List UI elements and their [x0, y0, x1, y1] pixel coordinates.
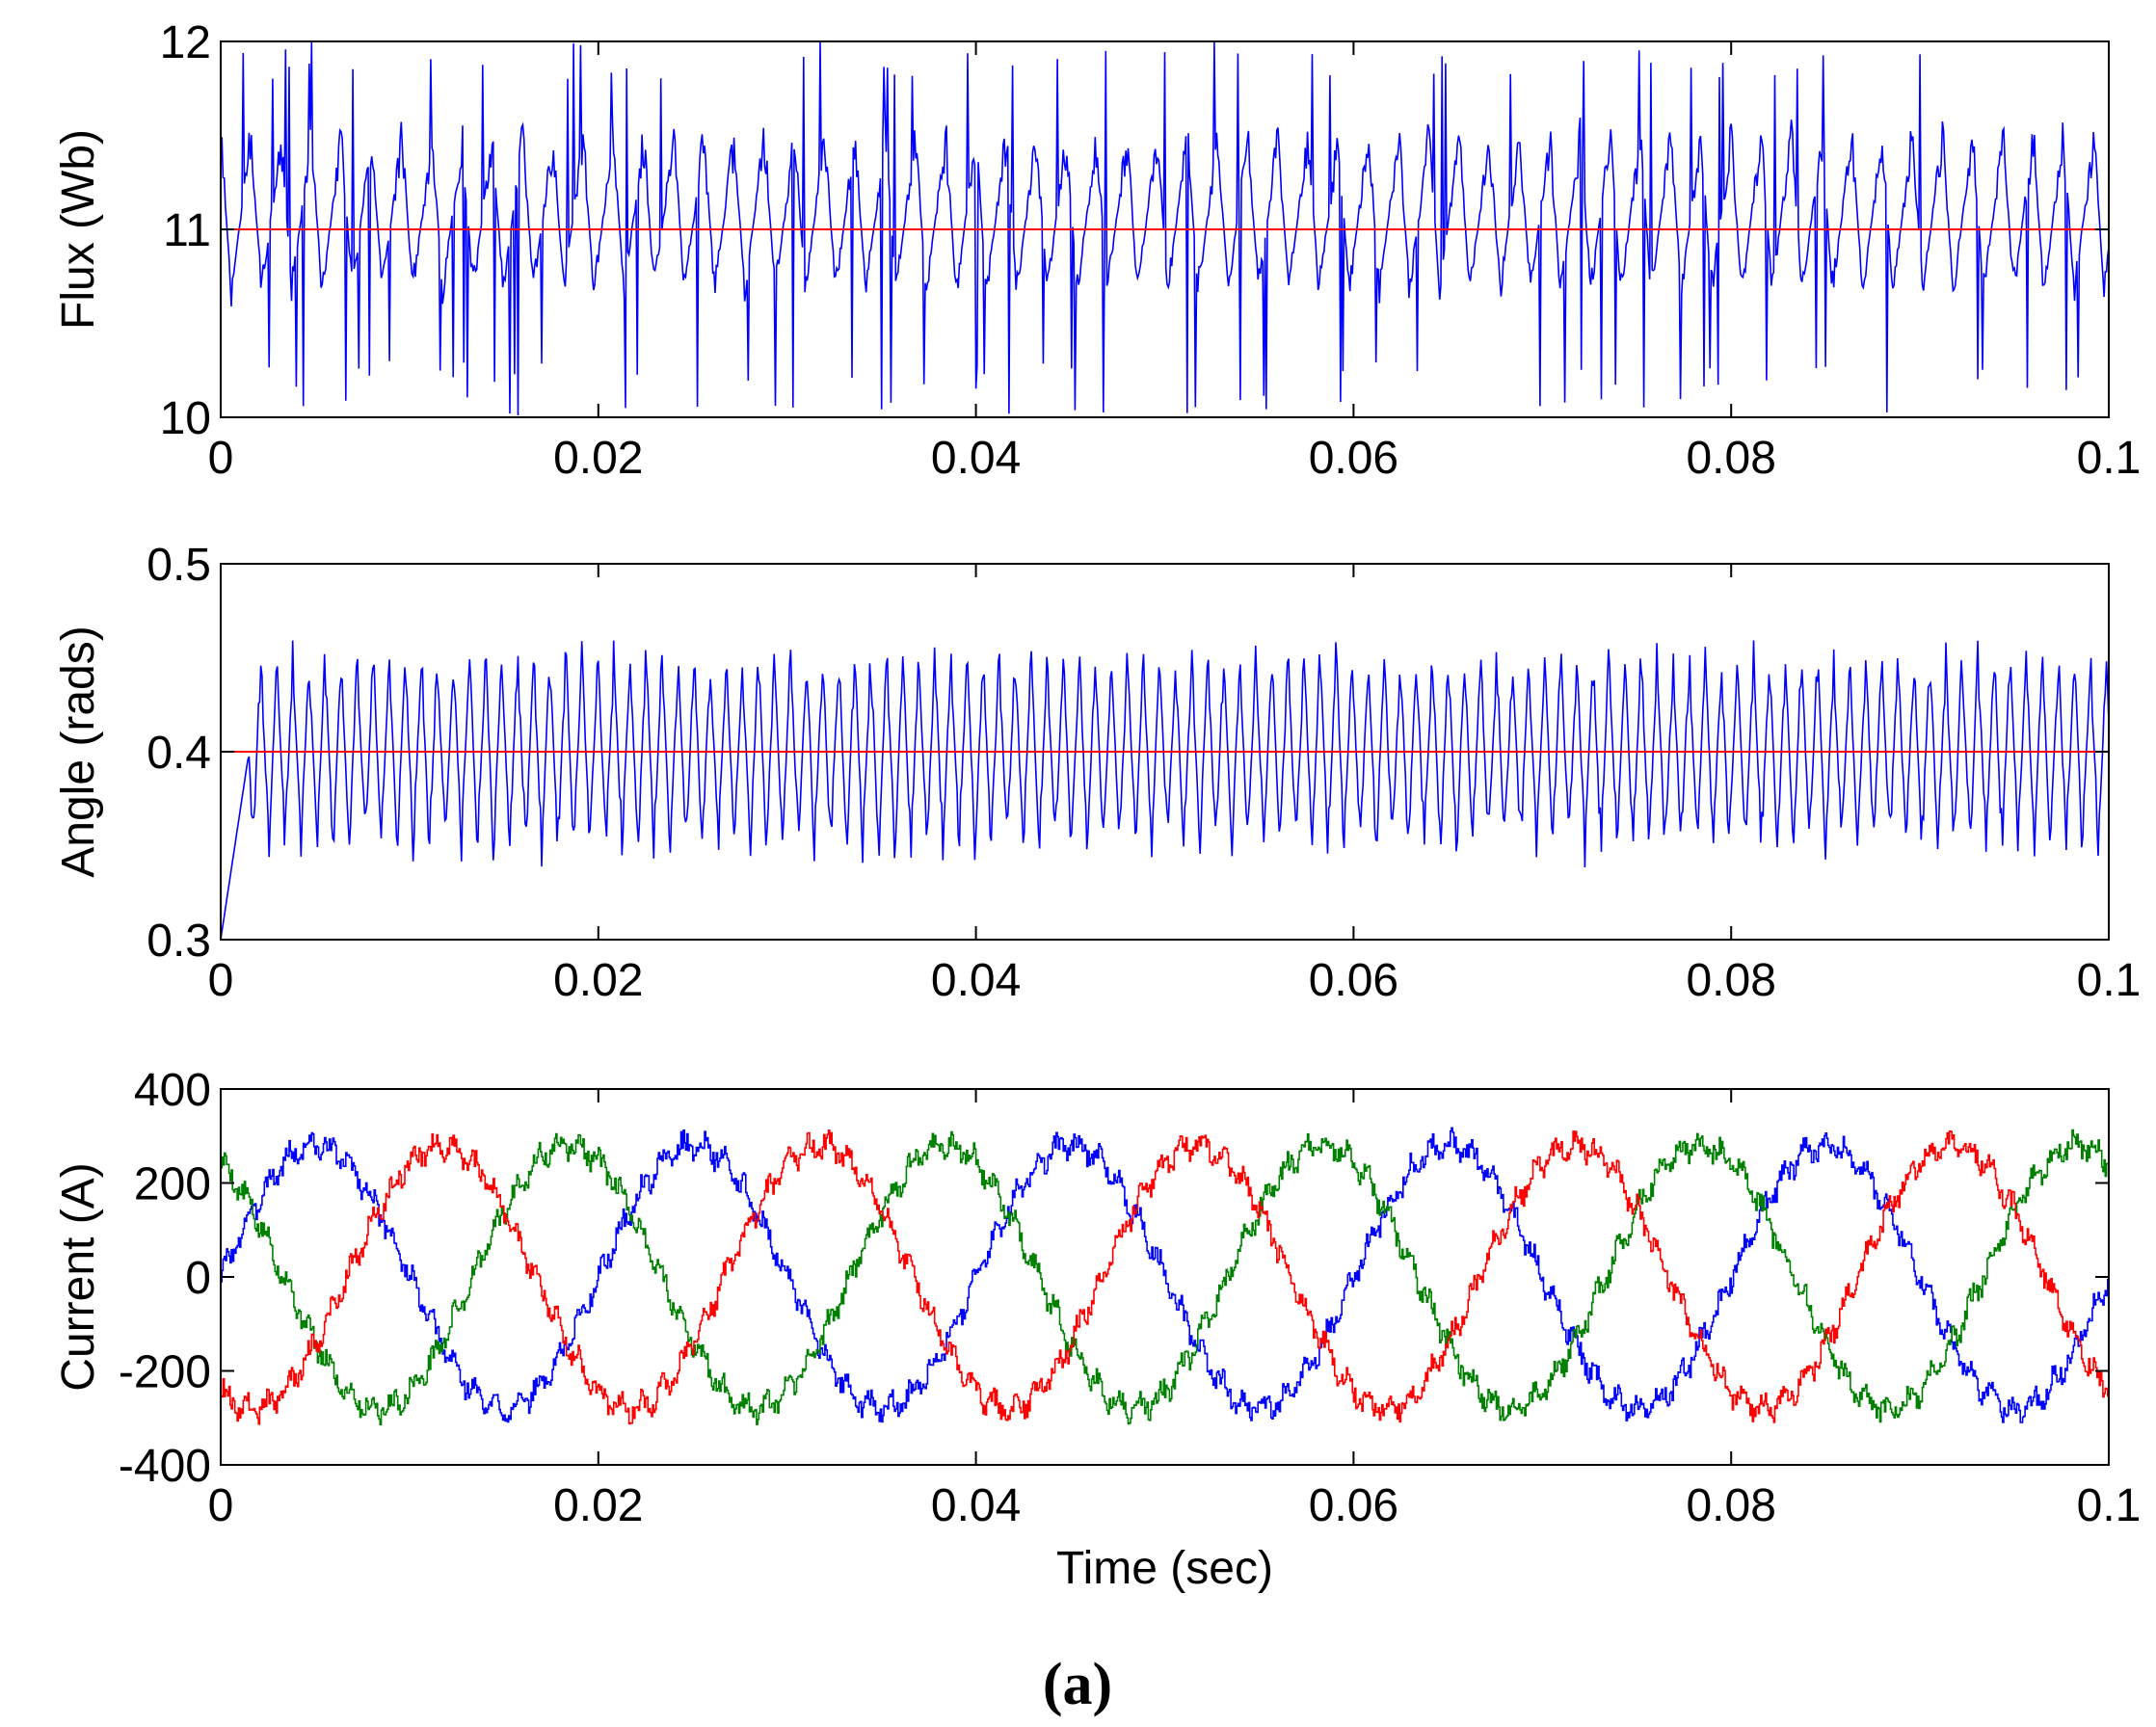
current-x-tick-label: 0.08 [1686, 1480, 1775, 1531]
current-series-phase-a [221, 1127, 2109, 1423]
current-y-tick-label: 200 [134, 1159, 211, 1210]
current-y-axis-label: Current (A) [53, 1162, 104, 1391]
angle-x-tick-label: 0.04 [931, 955, 1021, 1006]
current-x-tick-label: 0.02 [553, 1480, 643, 1531]
flux-x-tick-label: 0.06 [1309, 433, 1398, 484]
flux-y-tick-label: 12 [160, 17, 211, 68]
current-axes-frame [220, 1088, 2110, 1466]
current-y-tick-label: -400 [119, 1441, 211, 1492]
current-x-tick-label: 0.1 [2077, 1480, 2142, 1531]
flux-x-tick-label: 0 [208, 433, 234, 484]
flux-x-tick-label: 0.04 [931, 433, 1021, 484]
angle-series-angle [221, 640, 2109, 940]
current-plot: 0 0.02 0.04 0.06 0.08 0.1 -400 -200 0 200 400 Curre… [53, 1065, 2141, 1594]
flux-series-flux [221, 41, 2109, 416]
angle-y-tick-label: 0.4 [146, 728, 211, 779]
angle-x-tick-label: 0.08 [1686, 955, 1775, 1006]
flux-y-axis-label: Flux (Wb) [53, 129, 104, 330]
angle-x-tick-label: 0.06 [1309, 955, 1398, 1006]
angle-y-tick-label: 0.3 [146, 916, 211, 967]
current-y-tick-label: -200 [119, 1347, 211, 1398]
flux-x-tick-label: 0.1 [2077, 433, 2142, 484]
flux-plot: 0 0.02 0.04 0.06 0.08 0.1 10 11 12 Flux (Wb) [53, 17, 2141, 484]
current-x-tick-label: 0 [208, 1480, 234, 1531]
current-series-phase-c [221, 1129, 2109, 1425]
current-y-tick-label: 0 [185, 1253, 211, 1304]
flux-y-tick-label: 11 [163, 205, 211, 256]
current-x-tick-label: 0.04 [931, 1480, 1021, 1531]
angle-y-tick-label: 0.5 [146, 540, 211, 591]
angle-x-tick-label: 0.1 [2077, 955, 2142, 1006]
flux-x-tick-label: 0.08 [1686, 433, 1775, 484]
figure-caption: (a) [1043, 1652, 1112, 1717]
current-y-tick-label: 400 [134, 1065, 211, 1116]
angle-x-tick-label: 0 [208, 955, 234, 1006]
flux-y-tick-label: 10 [160, 393, 211, 444]
angle-x-tick-label: 0.02 [553, 955, 643, 1006]
angle-y-axis-label: Angle (rads) [53, 625, 104, 877]
flux-x-tick-label: 0.02 [553, 433, 643, 484]
current-series-phase-b [221, 1129, 2109, 1425]
current-x-tick-label: 0.06 [1309, 1480, 1398, 1531]
angle-plot: 0 0.02 0.04 0.06 0.08 0.1 0.3 0.4 0.5 Angle (rads… [53, 540, 2141, 1006]
current-x-axis-label: Time (sec) [1056, 1543, 1273, 1594]
